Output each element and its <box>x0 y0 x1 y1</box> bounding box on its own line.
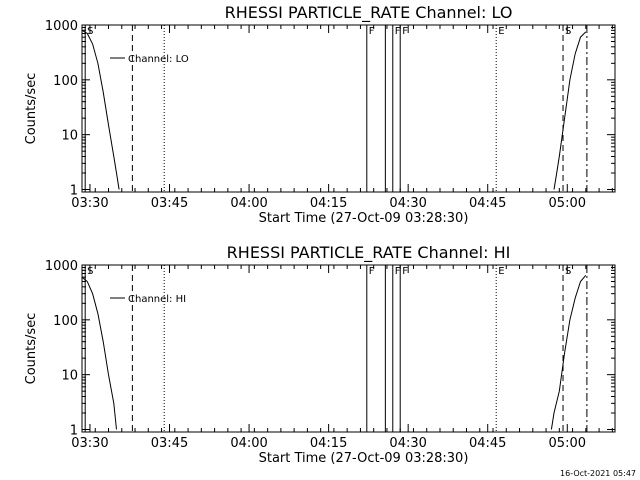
footer-timestamp: 16-Oct-2021 05:47 <box>560 469 636 478</box>
y-tick-label: 1 <box>70 183 78 198</box>
plot-frame <box>81 264 616 433</box>
event-marker-label: F <box>402 26 408 37</box>
event-marker-label: F <box>395 26 401 37</box>
series-line-lo <box>553 31 587 190</box>
x-tick-label: 03:45 <box>151 196 188 211</box>
series-line-hi <box>550 274 587 430</box>
x-tick-label: 04:45 <box>469 196 506 211</box>
chart-title: RHESSI PARTICLE_RATE Channel: HI <box>227 243 511 263</box>
y-tick-label: 1 <box>70 423 78 438</box>
lo-channel-chart: RHESSI PARTICLE_RATE Channel: LO 03:30 03:… <box>24 3 616 226</box>
x-tick-label: 03:30 <box>71 196 108 211</box>
event-marker-label: S <box>565 266 571 277</box>
x-tick-label: 05:00 <box>549 436 586 451</box>
legend-label: Channel: LO <box>128 54 189 65</box>
event-marker-label: S <box>87 26 93 37</box>
event-marker-label: E <box>498 266 504 277</box>
x-tick-label: 03:45 <box>151 436 188 451</box>
event-marker-label: S <box>565 26 571 37</box>
event-marker-label: E <box>498 26 504 37</box>
x-tick-label: 03:30 <box>71 436 108 451</box>
series-line-lo <box>81 29 120 190</box>
event-marker-label: S <box>87 266 93 277</box>
x-axis-label: Start Time (27-Oct-09 03:28:30) <box>259 211 469 226</box>
event-marker-label: F <box>395 266 401 277</box>
x-tick-label: 04:15 <box>310 196 347 211</box>
plot-frame <box>81 24 616 193</box>
y-tick-label: 10 <box>61 129 78 144</box>
x-tick-label: 04:00 <box>230 436 267 451</box>
x-tick-label: 04:15 <box>310 436 347 451</box>
y-tick-label: 1000 <box>45 19 78 34</box>
x-tick-label: 04:30 <box>389 436 426 451</box>
y-axis-label: Counts/sec <box>24 73 39 145</box>
x-tick-label: 04:45 <box>469 436 506 451</box>
x-tick-label: 04:00 <box>230 196 267 211</box>
chart-title: RHESSI PARTICLE_RATE Channel: LO <box>225 3 513 23</box>
x-tick-label: 04:30 <box>389 196 426 211</box>
event-marker-label: F <box>402 266 408 277</box>
x-tick-label: 05:00 <box>549 196 586 211</box>
hi-channel-chart: RHESSI PARTICLE_RATE Channel: HI 03:30 03:… <box>24 243 616 466</box>
y-axis-label: Counts/sec <box>24 313 39 385</box>
x-axis-label: Start Time (27-Oct-09 03:28:30) <box>259 451 469 466</box>
y-tick-label: 100 <box>53 74 78 89</box>
y-tick-label: 1000 <box>45 259 78 274</box>
legend-label: Channel: HI <box>128 294 186 305</box>
y-tick-label: 10 <box>61 369 78 384</box>
event-marker-label: F <box>369 266 375 277</box>
event-marker-label: F <box>369 26 375 37</box>
y-tick-label: 100 <box>53 314 78 329</box>
series-line-hi <box>81 276 117 430</box>
